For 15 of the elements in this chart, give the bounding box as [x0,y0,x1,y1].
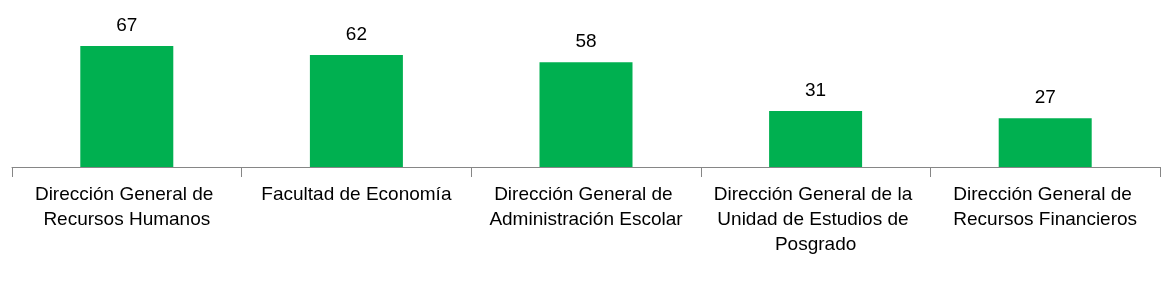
x-tick-label: Facultad de Economía [261,183,452,204]
bar [309,55,403,167]
x-tick-label: Dirección General de Recursos Humanos [34,183,219,229]
data-label: 67 [116,14,138,36]
bar [80,46,174,167]
x-tick-label: Dirección General de Administración Escolar [489,183,684,229]
bar [769,111,863,167]
data-label: 62 [345,23,367,45]
x-tick-label: Dirección General de la Unidad de Estudios de Posgrado [713,183,918,254]
data-label: 27 [1034,86,1056,108]
bar [539,62,633,167]
bar [998,118,1092,167]
data-label: 58 [575,30,597,52]
data-label: 31 [805,79,827,101]
x-tick-label: Dirección General de Recursos Financieros [953,183,1138,229]
